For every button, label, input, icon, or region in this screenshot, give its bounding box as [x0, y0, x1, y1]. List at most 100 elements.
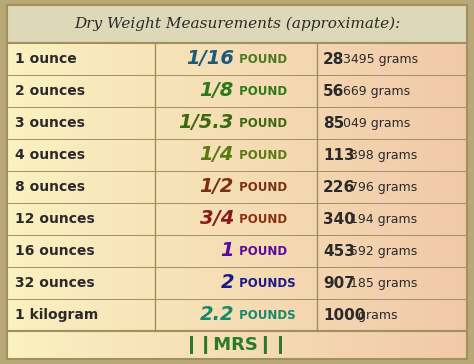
- Bar: [292, 203, 302, 235]
- Bar: [72, 171, 81, 203]
- Bar: [7, 299, 467, 331]
- Bar: [338, 299, 348, 331]
- Bar: [237, 139, 246, 171]
- Bar: [35, 107, 44, 139]
- Bar: [118, 299, 127, 331]
- Bar: [108, 267, 118, 299]
- Bar: [154, 107, 164, 139]
- Bar: [99, 139, 109, 171]
- Bar: [393, 331, 403, 359]
- Bar: [108, 75, 118, 107]
- Bar: [310, 203, 320, 235]
- Bar: [81, 43, 91, 75]
- Bar: [44, 331, 54, 359]
- Bar: [320, 267, 329, 299]
- Text: 8 ounces: 8 ounces: [15, 180, 85, 194]
- Bar: [53, 235, 63, 267]
- Bar: [375, 299, 385, 331]
- Bar: [430, 171, 440, 203]
- Bar: [35, 75, 44, 107]
- Bar: [310, 331, 320, 359]
- Bar: [274, 43, 283, 75]
- Text: POUNDS: POUNDS: [235, 277, 296, 290]
- Bar: [310, 267, 320, 299]
- Bar: [393, 203, 403, 235]
- Bar: [274, 107, 283, 139]
- Bar: [72, 267, 81, 299]
- Bar: [366, 75, 375, 107]
- Bar: [430, 43, 440, 75]
- Bar: [72, 75, 81, 107]
- Bar: [210, 107, 219, 139]
- Bar: [219, 299, 228, 331]
- Bar: [145, 299, 155, 331]
- Bar: [356, 331, 366, 359]
- Bar: [439, 267, 449, 299]
- Text: POUND: POUND: [235, 245, 287, 258]
- Bar: [154, 331, 164, 359]
- Bar: [182, 171, 191, 203]
- Text: POUND: POUND: [235, 117, 287, 130]
- Bar: [44, 267, 54, 299]
- Bar: [164, 139, 173, 171]
- Bar: [7, 139, 467, 171]
- Bar: [264, 139, 274, 171]
- Bar: [301, 331, 311, 359]
- Text: 226: 226: [323, 179, 355, 194]
- Bar: [402, 43, 412, 75]
- Bar: [7, 203, 467, 235]
- Bar: [283, 43, 293, 75]
- Text: POUND: POUND: [235, 149, 287, 162]
- Bar: [173, 43, 182, 75]
- Bar: [375, 267, 385, 299]
- Text: 1/5.3: 1/5.3: [179, 114, 234, 132]
- Bar: [99, 171, 109, 203]
- Bar: [237, 299, 246, 331]
- Bar: [53, 267, 63, 299]
- Bar: [301, 299, 311, 331]
- Bar: [375, 43, 385, 75]
- Bar: [320, 171, 329, 203]
- Bar: [191, 267, 201, 299]
- Bar: [127, 107, 137, 139]
- Bar: [154, 139, 164, 171]
- Text: .398 grams: .398 grams: [346, 149, 418, 162]
- Bar: [81, 107, 91, 139]
- Bar: [402, 107, 412, 139]
- Bar: [191, 331, 201, 359]
- Text: 1/16: 1/16: [186, 50, 234, 68]
- Bar: [292, 171, 302, 203]
- Bar: [16, 203, 26, 235]
- Bar: [99, 267, 109, 299]
- Bar: [448, 235, 458, 267]
- Bar: [255, 171, 265, 203]
- Bar: [182, 299, 191, 331]
- Bar: [16, 139, 26, 171]
- Bar: [7, 43, 17, 75]
- Bar: [81, 299, 91, 331]
- Text: .796 grams: .796 grams: [346, 181, 418, 194]
- Bar: [118, 235, 127, 267]
- Bar: [375, 203, 385, 235]
- Bar: [458, 235, 467, 267]
- Bar: [99, 43, 109, 75]
- Bar: [127, 43, 137, 75]
- Text: Dry Weight Measurements (approximate):: Dry Weight Measurements (approximate):: [74, 17, 400, 31]
- Bar: [7, 331, 17, 359]
- Bar: [228, 107, 237, 139]
- Bar: [264, 171, 274, 203]
- Bar: [118, 43, 127, 75]
- Bar: [264, 203, 274, 235]
- Bar: [448, 203, 458, 235]
- Bar: [53, 299, 63, 331]
- Bar: [255, 267, 265, 299]
- Bar: [164, 235, 173, 267]
- Text: ❙❙MRS❙❙: ❙❙MRS❙❙: [184, 336, 290, 354]
- Bar: [320, 299, 329, 331]
- Bar: [412, 75, 421, 107]
- Bar: [210, 267, 219, 299]
- Bar: [72, 139, 81, 171]
- Bar: [35, 267, 44, 299]
- Bar: [393, 171, 403, 203]
- Bar: [16, 75, 26, 107]
